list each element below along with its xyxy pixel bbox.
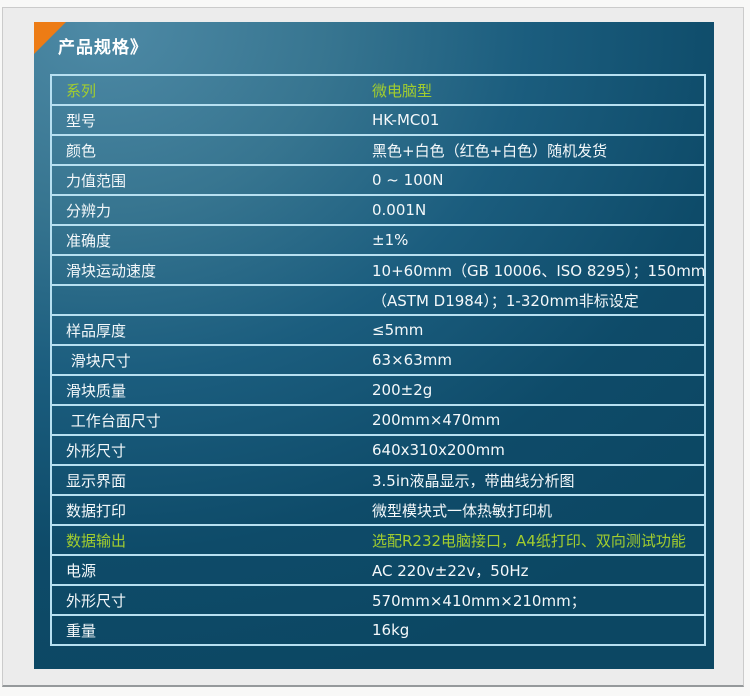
row-label: 样品厚度 xyxy=(66,321,127,340)
row-label: 滑块质量 xyxy=(66,381,127,400)
row-label: 滑块尺寸 xyxy=(66,351,131,370)
table-row: （ASTM D1984）；1-320mm非标设定 xyxy=(52,286,704,316)
row-value: 200±2g xyxy=(372,381,433,399)
spec-table: 系列 微电脑型 型号 HK-MC01 颜色 黑色+白色（红色+白色）随机发货 力… xyxy=(50,74,706,646)
table-row: 力值范围 0 ~ 100N xyxy=(52,166,704,196)
row-value: 选配R232电脑接口，A4纸打印、双向测试功能 xyxy=(372,531,686,550)
row-label: 分辨力 xyxy=(66,201,112,220)
table-row: 外形尺寸 570mm×410mm×210mm； xyxy=(52,586,704,616)
row-label: 力值范围 xyxy=(66,171,127,190)
orange-corner-ribbon-icon xyxy=(34,22,66,54)
row-value: 640x310x200mm xyxy=(372,441,505,459)
row-value: 黑色+白色（红色+白色）随机发货 xyxy=(372,141,608,160)
row-value: HK-MC01 xyxy=(372,111,440,129)
row-value: ±1% xyxy=(372,231,409,249)
row-value: ≤5mm xyxy=(372,321,424,339)
table-row: 数据输出 选配R232电脑接口，A4纸打印、双向测试功能 xyxy=(52,526,704,556)
row-label: 重量 xyxy=(66,621,97,640)
table-row: 颜色 黑色+白色（红色+白色）随机发货 xyxy=(52,136,704,166)
table-row: 滑块运动速度 10+60mm（GB 10006、ISO 8295）；150mm xyxy=(52,256,704,286)
row-value: 0.001N xyxy=(372,201,427,219)
row-label: 系列 xyxy=(66,81,97,100)
row-value: 0 ~ 100N xyxy=(372,171,444,189)
row-label: 外形尺寸 xyxy=(66,591,127,610)
row-value: 微电脑型 xyxy=(372,81,433,100)
row-value: 10+60mm（GB 10006、ISO 8295）；150mm xyxy=(372,261,704,280)
table-row: 电源 AC 220v±22v，50Hz xyxy=(52,556,704,586)
row-label: 显示界面 xyxy=(66,471,127,490)
table-row: 型号 HK-MC01 xyxy=(52,106,704,136)
table-row: 外形尺寸 640x310x200mm xyxy=(52,436,704,466)
table-row: 准确度 ±1% xyxy=(52,226,704,256)
table-row: 样品厚度 ≤5mm xyxy=(52,316,704,346)
table-row: 数据打印 微型模块式一体热敏打印机 xyxy=(52,496,704,526)
row-label: 数据输出 xyxy=(66,531,127,550)
row-value: 3.5in液晶显示，带曲线分析图 xyxy=(372,471,575,490)
row-label: 电源 xyxy=(66,561,97,580)
page-title: 产品规格》 xyxy=(58,38,148,58)
row-value: 微型模块式一体热敏打印机 xyxy=(372,501,553,520)
row-value: （ASTM D1984）；1-320mm非标设定 xyxy=(372,291,639,310)
row-label: 数据打印 xyxy=(66,501,127,520)
row-label: 工作台面尺寸 xyxy=(66,411,161,430)
row-label: 外形尺寸 xyxy=(66,441,127,460)
row-value: 16kg xyxy=(372,621,410,639)
row-value: 200mm×470mm xyxy=(372,411,501,429)
row-value: 63×63mm xyxy=(372,351,452,369)
row-value: 570mm×410mm×210mm； xyxy=(372,591,586,610)
spec-panel: 产品规格》 系列 微电脑型 型号 HK-MC01 颜色 黑色+白色（红色+白色）… xyxy=(34,22,714,669)
row-label: 准确度 xyxy=(66,231,112,250)
table-row: 显示界面 3.5in液晶显示，带曲线分析图 xyxy=(52,466,704,496)
row-label: 型号 xyxy=(66,111,97,130)
page-card: 产品规格》 系列 微电脑型 型号 HK-MC01 颜色 黑色+白色（红色+白色）… xyxy=(2,7,744,687)
row-value: AC 220v±22v，50Hz xyxy=(372,561,529,580)
table-row: 滑块质量 200±2g xyxy=(52,376,704,406)
table-row: 工作台面尺寸 200mm×470mm xyxy=(52,406,704,436)
row-label: 颜色 xyxy=(66,141,97,160)
table-row: 分辨力 0.001N xyxy=(52,196,704,226)
table-row: 滑块尺寸 63×63mm xyxy=(52,346,704,376)
row-label: 滑块运动速度 xyxy=(66,261,157,280)
table-row: 系列 微电脑型 xyxy=(52,76,704,106)
table-row: 重量 16kg xyxy=(52,616,704,644)
